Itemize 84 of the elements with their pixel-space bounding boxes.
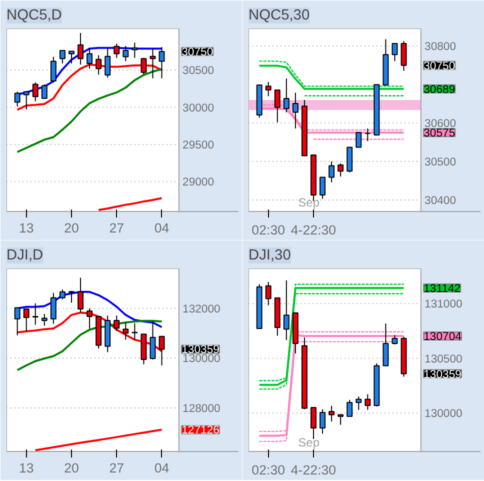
candlestick	[265, 281, 272, 306]
y-tick-label: 131000	[424, 298, 462, 311]
y-tick-label: 30575	[424, 128, 456, 140]
candlestick	[32, 302, 38, 326]
candlestick	[150, 48, 156, 79]
x-tick-label: 04	[154, 460, 170, 476]
x-tick-label: 4-22:30	[290, 222, 336, 238]
candlestick	[310, 406, 316, 440]
y-tick-label: 132000	[182, 303, 220, 316]
candlestick	[114, 43, 120, 58]
x-tick-label: 20	[64, 220, 79, 236]
candlestick	[86, 47, 93, 70]
candlestick	[320, 408, 326, 434]
candlestick	[320, 176, 326, 200]
y-tick-label: 30750	[424, 60, 456, 72]
x-tick-label: 4-22:30	[290, 462, 336, 478]
candlestick	[23, 90, 30, 110]
candlestick	[158, 336, 165, 366]
candlestick	[158, 46, 165, 79]
y-tick-label: 30000	[182, 102, 214, 114]
candlestick	[114, 315, 120, 332]
x-tick-label: 13	[18, 460, 34, 476]
chart-title: DJI,D	[6, 248, 44, 264]
y-tick-label: 30800	[424, 41, 456, 54]
candlestick	[292, 92, 298, 129]
y-tick-label: 29000	[182, 176, 214, 189]
x-tick-label: 20	[64, 460, 79, 476]
y-tick-label: 30400	[424, 194, 456, 207]
candlestick	[122, 45, 129, 62]
candlestick	[78, 32, 84, 66]
candlestick	[392, 334, 398, 345]
candlestick	[338, 414, 344, 426]
candlestick	[86, 308, 93, 330]
candlestick	[41, 313, 48, 326]
candlestick	[364, 394, 371, 410]
candlestick	[265, 81, 272, 97]
candlestick	[400, 40, 407, 72]
annotation: Sep	[298, 196, 320, 210]
annotation: Sep	[298, 436, 320, 450]
candlestick	[14, 91, 20, 108]
chart-title: NQC5,D	[6, 8, 62, 24]
candlestick	[392, 42, 398, 62]
x-tick-label: 13	[18, 220, 34, 236]
y-tick-label: 30750	[182, 46, 214, 59]
y-tick-label: 130000	[424, 408, 462, 420]
y-tick-label: 130704	[424, 331, 462, 343]
chart-title: DJI,30	[248, 248, 291, 264]
candlestick	[32, 82, 38, 102]
candlestick	[23, 308, 30, 332]
candlestick	[328, 405, 335, 422]
candlestick	[59, 50, 66, 64]
candlestick	[364, 128, 371, 142]
candlestick	[78, 277, 84, 313]
candlestick	[122, 322, 129, 340]
y-tick-label: 128000	[182, 402, 220, 415]
x-tick-label: 02:30	[252, 462, 286, 478]
candlestick	[68, 50, 74, 64]
y-tick-label: 127126	[182, 424, 220, 437]
candlestick	[50, 292, 56, 324]
candlestick	[150, 321, 156, 360]
y-tick-label: 130359	[424, 368, 462, 381]
y-tick-label: 30500	[182, 65, 214, 78]
candlestick	[274, 90, 280, 123]
candlestick	[104, 48, 111, 78]
x-tick-label: 27	[109, 220, 124, 236]
candlestick	[346, 399, 353, 417]
x-tick-label: 04	[154, 220, 170, 236]
x-tick-label: 27	[109, 460, 124, 476]
candlestick	[132, 42, 138, 58]
candlestick	[338, 162, 344, 178]
y-tick-label: 29500	[182, 140, 214, 152]
candlestick	[283, 280, 290, 341]
chart-title: NQC5,30	[248, 8, 310, 24]
candlestick	[382, 323, 389, 366]
y-tick-label: 30500	[424, 156, 456, 169]
candlestick	[96, 54, 102, 76]
candlestick	[50, 56, 56, 83]
candlestick	[14, 307, 20, 336]
x-tick-label: 02:30	[252, 222, 286, 238]
candlestick	[140, 57, 147, 76]
candlestick	[283, 78, 290, 113]
candlestick	[328, 161, 335, 183]
y-tick-label: 130500	[424, 353, 462, 366]
candlestick	[356, 396, 362, 410]
